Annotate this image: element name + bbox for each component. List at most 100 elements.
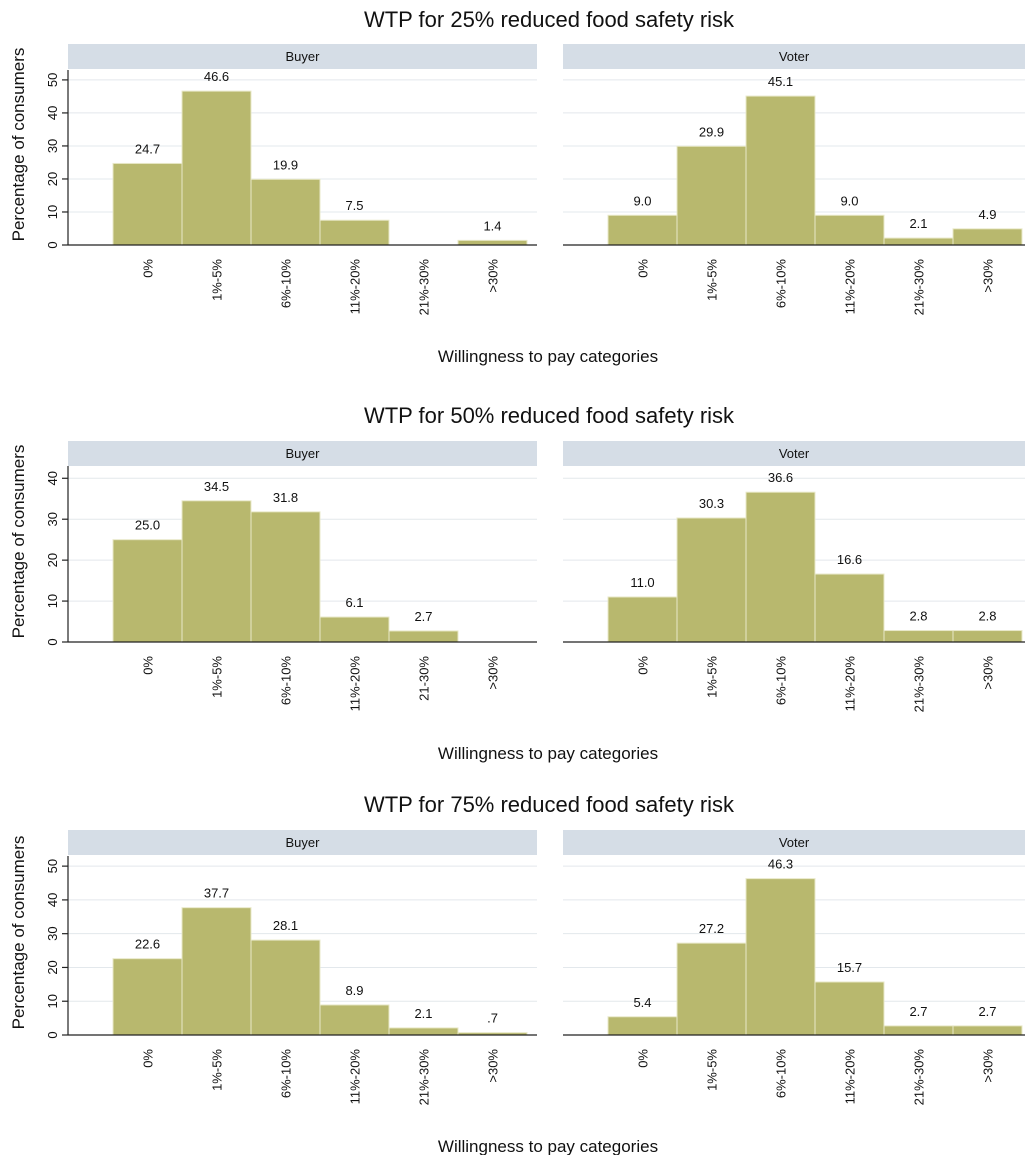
category-label: >30%	[486, 1049, 501, 1083]
value-label: 2.7	[414, 609, 432, 624]
y-tick-label: 40	[45, 893, 60, 907]
bar-buyer-2	[181, 907, 252, 1036]
panel-strip	[68, 44, 537, 69]
y-tick-label: 10	[45, 994, 60, 1008]
value-label: 31.8	[273, 490, 298, 505]
category-label: 1%-5%	[705, 656, 720, 698]
category-label: 21-30%	[417, 656, 432, 701]
panel-voter: Voter 9.0 0% 29.9 1%-5% 45.1 6%-10% 9.0 11%-20% 2…	[563, 44, 1025, 315]
row-title: WTP for 75% reduced food safety risk	[364, 792, 735, 817]
value-label: 5.4	[633, 995, 651, 1010]
panel-title: Buyer	[286, 446, 321, 461]
value-label: 16.6	[837, 552, 862, 567]
value-label: 46.6	[204, 69, 229, 84]
category-label: 11%-20%	[843, 1049, 858, 1105]
bar-voter-3	[745, 491, 816, 643]
bar-voter-3	[745, 95, 816, 246]
bar-buyer-4	[319, 219, 390, 246]
value-label: 29.9	[699, 124, 724, 139]
chart-row-2: WTP for 50% reduced food safety risk Perc…	[9, 403, 1025, 763]
bar-buyer-5	[388, 630, 459, 643]
bar-buyer-1	[112, 958, 183, 1036]
bar-buyer-4	[319, 616, 390, 643]
value-label: 22.6	[135, 937, 160, 952]
bar-buyer-3	[250, 178, 321, 246]
bar-voter-4	[814, 573, 885, 643]
bar-buyer-2	[181, 500, 252, 643]
bar-voter-4	[814, 981, 885, 1036]
category-label: 1%-5%	[210, 656, 225, 698]
panel-title: Voter	[779, 49, 810, 64]
value-label: 6.1	[345, 595, 363, 610]
y-axis-label: Percentage of consumers	[9, 445, 28, 639]
value-label: .7	[487, 1011, 498, 1026]
panel-title: Voter	[779, 446, 810, 461]
value-label: 9.0	[633, 193, 651, 208]
bar-buyer-2	[181, 90, 252, 246]
value-label: 2.7	[909, 1004, 927, 1019]
bar-voter-2	[676, 145, 747, 246]
bar-buyer-3	[250, 939, 321, 1036]
panel-strip	[68, 830, 537, 855]
x-axis-label: Willingness to pay categories	[438, 1137, 658, 1155]
value-label: 19.9	[273, 157, 298, 172]
y-tick-label: 10	[45, 594, 60, 608]
bar-voter-3	[745, 878, 816, 1036]
y-tick-label: 0	[45, 241, 60, 248]
y-tick-label: 30	[45, 139, 60, 153]
bar-voter-2	[676, 942, 747, 1036]
bar-voter-6	[952, 228, 1023, 246]
bar-buyer-1	[112, 539, 183, 643]
value-label: 24.7	[135, 141, 160, 156]
y-tick-label: 30	[45, 926, 60, 940]
x-axis-label: Willingness to pay categories	[438, 347, 658, 366]
bar-voter-5	[883, 630, 954, 643]
category-label: 6%-10%	[774, 1049, 789, 1099]
category-label: 11%-20%	[348, 656, 363, 712]
value-label: 28.1	[273, 918, 298, 933]
bar-voter-1	[607, 1016, 678, 1036]
value-label: 27.2	[699, 921, 724, 936]
value-label: 2.1	[909, 216, 927, 231]
category-label: 21%-30%	[912, 656, 927, 713]
category-label: 21%-30%	[912, 1049, 927, 1106]
value-label: 1.4	[483, 218, 501, 233]
category-label: 0%	[141, 259, 156, 278]
bar-voter-4	[814, 214, 885, 246]
y-tick-label: 0	[45, 1031, 60, 1038]
category-label: 6%-10%	[774, 656, 789, 706]
panel-buyer: Buyer 24.7 0% 46.6 1%-5% 19.9 6%-10% 7.5 11%-20%…	[45, 44, 537, 315]
category-label: >30%	[486, 259, 501, 293]
y-tick-label: 50	[45, 73, 60, 87]
category-label: 11%-20%	[348, 1049, 363, 1105]
category-label: 21%-30%	[417, 1049, 432, 1106]
panel-strip	[563, 830, 1025, 855]
category-label: 1%-5%	[210, 1049, 225, 1091]
y-tick-label: 50	[45, 859, 60, 873]
y-axis-label: Percentage of consumers	[9, 836, 28, 1030]
value-label: 11.0	[630, 575, 654, 590]
category-label: 6%-10%	[279, 1049, 294, 1099]
category-label: 6%-10%	[279, 259, 294, 309]
x-axis-label: Willingness to pay categories	[438, 744, 658, 763]
category-label: 0%	[141, 656, 156, 675]
bar-buyer-5	[388, 1027, 459, 1036]
value-label: 34.5	[204, 479, 229, 494]
value-label: 9.0	[840, 193, 858, 208]
bar-voter-2	[676, 517, 747, 643]
value-label: 25.0	[135, 518, 160, 533]
category-label: >30%	[981, 656, 996, 690]
panel-buyer: Buyer 22.6 0% 37.7 1%-5% 28.1 6%-10% 8.9 11%-20%…	[45, 830, 537, 1105]
y-tick-label: 20	[45, 172, 60, 186]
y-tick-label: 40	[45, 471, 60, 485]
value-label: 45.1	[768, 74, 793, 89]
category-label: 6%-10%	[774, 259, 789, 309]
category-label: >30%	[981, 259, 996, 293]
bar-buyer-1	[112, 162, 183, 246]
value-label: 36.6	[768, 470, 793, 485]
category-label: 11%-20%	[843, 259, 858, 315]
value-label: 2.8	[909, 609, 927, 624]
panel-strip	[563, 44, 1025, 69]
value-label: 15.7	[837, 960, 862, 975]
